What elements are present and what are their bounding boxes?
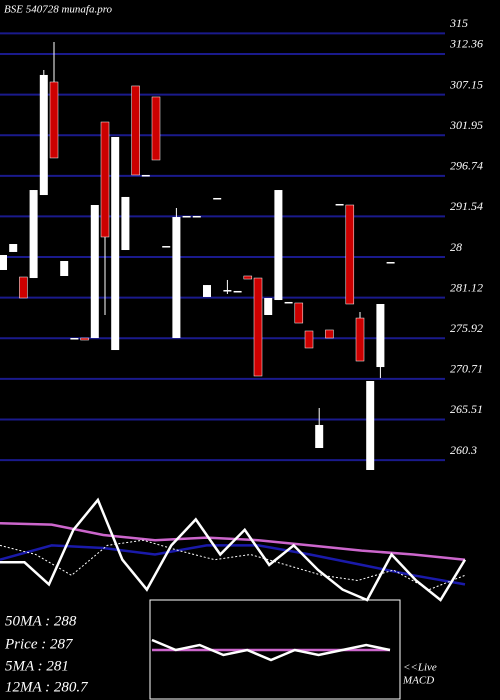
- candle-body: [111, 136, 120, 351]
- chart-title: BSE 540728 munafa.pro: [4, 4, 113, 16]
- y-tick-label: 301.95: [449, 118, 483, 132]
- y-tick-label: 315: [449, 16, 468, 30]
- y-tick-label: 312.36: [449, 37, 483, 51]
- candle-body: [376, 303, 385, 368]
- series-line: [151, 638, 391, 662]
- series-line: [0, 522, 466, 561]
- candle-body: [182, 216, 191, 218]
- candle-body: [203, 285, 211, 297]
- candle-body: [355, 317, 365, 362]
- candle-body: [345, 204, 355, 305]
- candle-body: [19, 276, 28, 299]
- y-tick-label: 281.12: [450, 280, 483, 294]
- candle-body: [304, 330, 314, 349]
- macd-label: <<Live: [403, 662, 437, 674]
- y-tick-label: 307.15: [449, 77, 483, 91]
- candle-body: [39, 74, 48, 196]
- y-tick-label: 28: [450, 240, 462, 254]
- candle-body: [60, 261, 69, 276]
- stat: Price : 287: [4, 636, 74, 652]
- candle-body: [284, 301, 293, 304]
- candle-body: [294, 302, 304, 324]
- series-line: [0, 544, 466, 586]
- candle-body: [274, 190, 283, 301]
- candle-body: [9, 244, 18, 252]
- candle-body: [90, 205, 99, 339]
- candle-body: [162, 246, 171, 248]
- y-tick-label: 291.54: [450, 199, 483, 213]
- candle-body: [100, 121, 110, 238]
- candle-body: [233, 290, 242, 293]
- candle-body: [151, 96, 161, 161]
- y-tick-label: 270.71: [450, 362, 483, 376]
- candle-body: [253, 277, 263, 377]
- series-line: [0, 497, 467, 602]
- candle-body: [223, 290, 232, 292]
- y-tick-label: 265.51: [450, 402, 483, 416]
- candle-body: [264, 297, 273, 315]
- candle-body: [213, 197, 222, 200]
- stat: 50MA : 288: [5, 613, 77, 629]
- candle-body: [80, 337, 89, 341]
- candle-body: [0, 255, 7, 270]
- y-tick-label: 260.3: [450, 443, 477, 457]
- macd-label: MACD: [402, 675, 434, 687]
- candle-body: [29, 190, 38, 279]
- stat: 12MA : 280.7: [5, 679, 89, 695]
- candle-body: [131, 85, 140, 176]
- candle-body: [192, 216, 201, 218]
- y-tick-label: 296.74: [450, 159, 483, 173]
- y-tick-label: 275.92: [450, 321, 483, 335]
- candle-body: [325, 329, 334, 339]
- macd-box: [149, 599, 401, 700]
- candle-body: [366, 380, 375, 470]
- series-line: [0, 539, 466, 591]
- candle-body: [49, 81, 59, 159]
- candle-body: [315, 424, 324, 449]
- candle-body: [172, 217, 181, 339]
- candle-body: [386, 262, 395, 264]
- candle-body: [121, 196, 130, 251]
- candle-body: [243, 275, 253, 280]
- stat: 5MA : 281: [5, 658, 69, 674]
- candle-body: [70, 338, 79, 340]
- candle-body: [335, 203, 344, 206]
- candle-body: [141, 174, 150, 177]
